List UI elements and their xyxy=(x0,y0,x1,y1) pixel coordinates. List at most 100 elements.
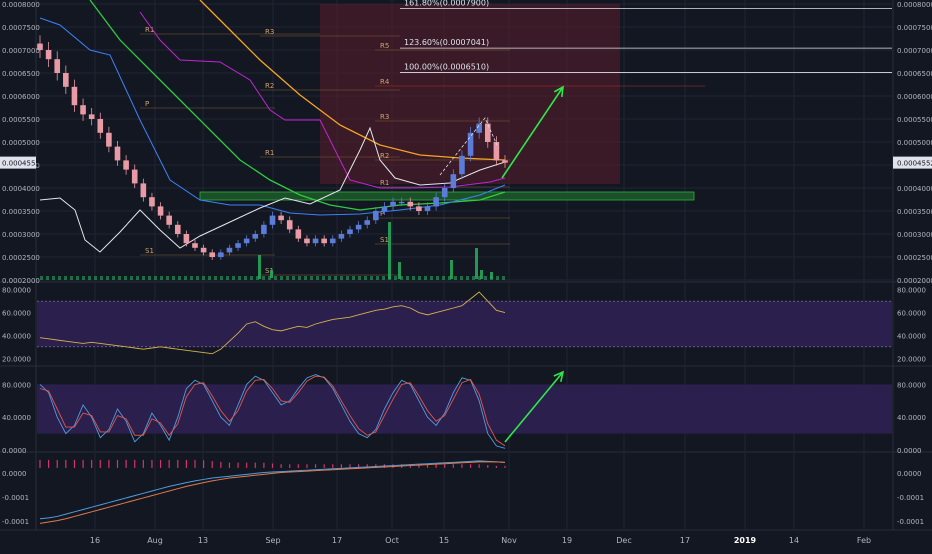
volume-bar xyxy=(220,276,223,280)
volume-bar xyxy=(364,276,367,280)
pivot-level-label: S1 xyxy=(265,267,274,275)
pivot-level-label: R5 xyxy=(380,42,389,50)
price-axis-label-right: 0.0005000 xyxy=(897,139,932,147)
price-axis-label-right: 0.0002500 xyxy=(897,254,932,262)
candle-body xyxy=(88,114,95,119)
price-axis-label-left: 0.0007000 xyxy=(2,47,40,55)
volume-bar xyxy=(475,248,478,279)
candle-body xyxy=(433,197,439,207)
macd-axis-label-right: -0.0001 xyxy=(897,518,924,526)
price-axis-label-right: 0.0007000 xyxy=(897,47,932,55)
volume-bar xyxy=(370,276,373,280)
pivot-level-label: S1 xyxy=(380,236,389,244)
price-axis-label-right: 0.0005500 xyxy=(897,116,932,124)
price-axis-label-right: 0.0006500 xyxy=(897,70,932,78)
candle-body xyxy=(355,224,362,230)
macd-axis-label-left: -0.0001 xyxy=(2,518,29,526)
volume-bar xyxy=(316,276,319,280)
price-axis-label-left: 0.0006500 xyxy=(2,70,40,78)
candle-body xyxy=(209,252,216,257)
volume-bar xyxy=(82,276,85,280)
stochastic-axis-label-left: 80.0000 xyxy=(2,381,31,389)
price-axis-label-left: 0.0002500 xyxy=(2,254,40,262)
pivot-level-label: R3 xyxy=(380,113,389,121)
price-axis-label-left: 0.0003000 xyxy=(2,231,40,239)
volume-bar xyxy=(502,276,505,280)
main-price-panel[interactable]: 161.80%(0.0007900) 123.60%(0.0007041) 100.… xyxy=(37,0,892,280)
volume-bar xyxy=(130,276,133,280)
time-axis-label: 2019 xyxy=(734,536,757,545)
candle-body xyxy=(97,119,104,133)
pivot-level-label: R1 xyxy=(265,149,274,157)
volume-bar xyxy=(448,276,451,280)
volume-bar xyxy=(484,276,487,280)
candle-body xyxy=(114,146,121,161)
rsi-axis-label-left: 40.0000 xyxy=(2,332,31,340)
price-axis-label-left: 0.0005500 xyxy=(2,116,40,124)
volume-bar xyxy=(214,276,217,280)
volume-bar xyxy=(268,276,271,280)
candle-body xyxy=(149,197,155,207)
rsi-panel[interactable] xyxy=(37,291,892,355)
volume-bar xyxy=(160,276,163,280)
last-price-label-right: 0.0004552 xyxy=(897,160,932,168)
candle-body xyxy=(381,206,388,211)
volume-bar xyxy=(424,276,427,280)
stochastic-axis-label-right: 40.0000 xyxy=(897,414,926,422)
volume-bar xyxy=(100,276,103,280)
candle-body xyxy=(71,86,78,106)
last-price-label-left: 0.0004552 xyxy=(2,160,40,168)
volume-bar xyxy=(310,276,313,280)
volume-bar xyxy=(322,276,325,280)
projection-arrows xyxy=(501,85,565,443)
price-axis-label-right: 0.0007500 xyxy=(897,24,932,32)
macd-panel[interactable] xyxy=(39,459,506,524)
last-price-label-bg xyxy=(893,156,932,169)
price-axis-label-left: 0.0005000 xyxy=(2,139,40,147)
stochastic-k-line xyxy=(39,374,506,449)
candle-body xyxy=(157,206,164,216)
volume-bar xyxy=(256,276,259,280)
volume-bar xyxy=(472,276,475,280)
stochastic-panel[interactable] xyxy=(37,374,892,449)
volume-bar xyxy=(238,276,241,280)
volume-bar xyxy=(142,276,145,280)
volume-bar xyxy=(436,276,439,280)
volume-bar xyxy=(106,276,109,280)
volume-bar xyxy=(358,276,361,280)
rsi-axis-label-left: 20.0000 xyxy=(2,355,31,363)
volume-bar xyxy=(334,276,337,280)
volume-bar xyxy=(52,276,55,280)
candle-body xyxy=(312,238,319,244)
white-indicator-line xyxy=(39,126,506,253)
volume-bar xyxy=(490,272,493,279)
candle-body xyxy=(192,243,198,248)
candle-body xyxy=(261,224,267,234)
candle-body xyxy=(80,105,86,115)
candle-body xyxy=(140,183,147,198)
pivot-level-label: R1 xyxy=(145,26,154,34)
candle-body xyxy=(200,247,207,253)
volume-bar xyxy=(244,276,247,280)
stochastic-axis-label-left: 0.0000 xyxy=(2,447,27,455)
ema-orange-line xyxy=(199,0,506,161)
pivot-level-label: R4 xyxy=(380,78,390,86)
volume-bar xyxy=(88,276,91,280)
volume-bar xyxy=(136,276,139,280)
pivot-level-label: P xyxy=(380,210,384,218)
rsi-axis-label-right: 80.0000 xyxy=(897,287,926,295)
rsi-band xyxy=(37,301,892,347)
candle-body xyxy=(459,155,465,175)
volume-bar xyxy=(172,276,175,280)
time-axis-label: 15 xyxy=(439,536,449,545)
candle-body xyxy=(37,43,43,50)
volume-bar xyxy=(226,276,229,280)
volume-bar xyxy=(430,276,433,280)
pivot-level-label: P xyxy=(145,100,149,108)
candle-body xyxy=(390,201,396,207)
candle-body xyxy=(235,243,241,248)
volume-bar xyxy=(46,276,49,280)
volume-bar xyxy=(298,276,301,280)
